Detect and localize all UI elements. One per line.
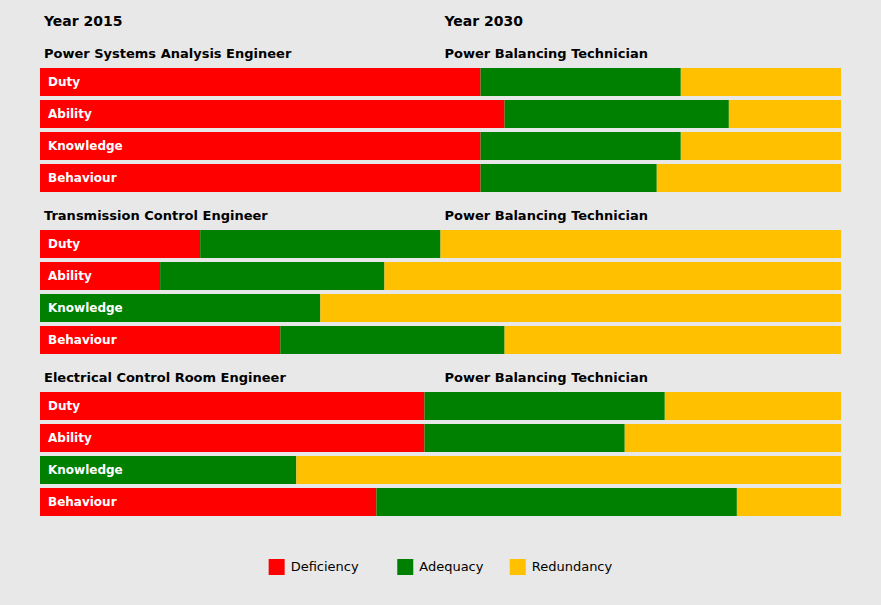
header: Year 2030	[444, 13, 524, 29]
bars: DeficiencyAdequacyRedundancyDeficiencyAd…	[40, 230, 841, 354]
bar-label: Knowledge	[48, 139, 123, 153]
bar-segment: Redundancy	[657, 164, 841, 192]
bar-segment: Adequacy	[424, 392, 664, 420]
bar-label: Knowledge	[48, 463, 123, 477]
legend-entry: Redundancy	[532, 559, 613, 574]
bar-segment: Deficiency	[40, 326, 280, 354]
background	[0, 0, 881, 605]
bar-label: Ability	[48, 431, 92, 445]
bar-label: Behaviour	[48, 333, 117, 347]
bar-segment: Redundancy	[729, 100, 841, 128]
bar-segment: Adequacy	[160, 262, 384, 290]
bar-label: Knowledge	[48, 301, 123, 315]
bar-label: Ability	[48, 107, 92, 121]
bar-segment: Redundancy	[625, 424, 841, 452]
group-title: Electrical Control Room Engineer	[44, 370, 286, 385]
bars: DeficiencyAdequacyRedundancyDeficiencyAd…	[40, 68, 841, 192]
bar-label: Duty	[48, 75, 80, 89]
group-subtitle: Power Balancing Technician	[445, 208, 648, 223]
bar-segment: Deficiency	[40, 100, 505, 128]
bar-segment: Adequacy	[505, 100, 729, 128]
bar-segment: Adequacy	[481, 164, 657, 192]
bar-segment: Adequacy	[40, 456, 296, 484]
bar-label: Duty	[48, 237, 80, 251]
bar-segment: Redundancy	[665, 392, 841, 420]
group-title: Power Systems Analysis Engineer	[44, 46, 292, 61]
bar-segment: Adequacy	[376, 488, 736, 516]
bar-segment: Redundancy	[441, 230, 842, 258]
bar-segment: Adequacy	[481, 68, 681, 96]
legend: Deficiency Adequacy Redundancy	[269, 559, 613, 576]
bar-segment: Deficiency	[40, 132, 481, 160]
bar-segment: Deficiency	[40, 230, 200, 258]
legend-swatch	[397, 559, 413, 575]
bar-segment: Deficiency	[40, 488, 376, 516]
panel: Year 2015 Year 2030 Power Systems Analysis…	[40, 13, 841, 192]
panel: Transmission Control Engineer Power Balan…	[40, 208, 841, 355]
bar-segment: Redundancy	[681, 68, 841, 96]
bar-segment: Redundancy	[681, 132, 841, 160]
bar-segment: Redundancy	[384, 262, 841, 290]
bar-label: Duty	[48, 399, 80, 413]
bar-segment: Adequacy	[40, 294, 320, 322]
bar-segment: Adequacy	[280, 326, 504, 354]
legend-swatch	[269, 559, 285, 575]
bar-segment: Adequacy	[200, 230, 440, 258]
group-subtitle: Power Balancing Technician	[445, 370, 648, 385]
bar-label: Behaviour	[48, 171, 117, 185]
legend-entry: Deficiency	[291, 559, 359, 574]
legend-entry: Adequacy	[419, 559, 484, 574]
header: Year 2015	[43, 13, 123, 29]
bar-segment: Deficiency	[40, 164, 481, 192]
bar-segment: Adequacy	[481, 132, 681, 160]
bar-segment: Deficiency	[40, 68, 481, 96]
bar-segment: Deficiency	[40, 262, 160, 290]
legend-swatch	[510, 559, 526, 575]
group-title: Transmission Control Engineer	[44, 208, 268, 223]
bars: DeficiencyAdequacyRedundancyDeficiencyAd…	[40, 392, 841, 516]
bar-segment: Redundancy	[320, 294, 841, 322]
bar-segment: Deficiency	[40, 392, 424, 420]
bar-label: Ability	[48, 269, 92, 283]
group-subtitle: Power Balancing Technician	[445, 46, 648, 61]
panel: Electrical Control Room Engineer Power Ba…	[40, 370, 841, 517]
bar-segment: Redundancy	[296, 456, 841, 484]
bar-segment: Deficiency	[40, 424, 424, 452]
bar-label: Behaviour	[48, 495, 117, 509]
bar-segment: Redundancy	[737, 488, 841, 516]
chart: Year 2015 Year 2030 Power Systems Analysis…	[0, 0, 881, 605]
bar-segment: Adequacy	[424, 424, 624, 452]
bar-segment: Redundancy	[505, 326, 841, 354]
